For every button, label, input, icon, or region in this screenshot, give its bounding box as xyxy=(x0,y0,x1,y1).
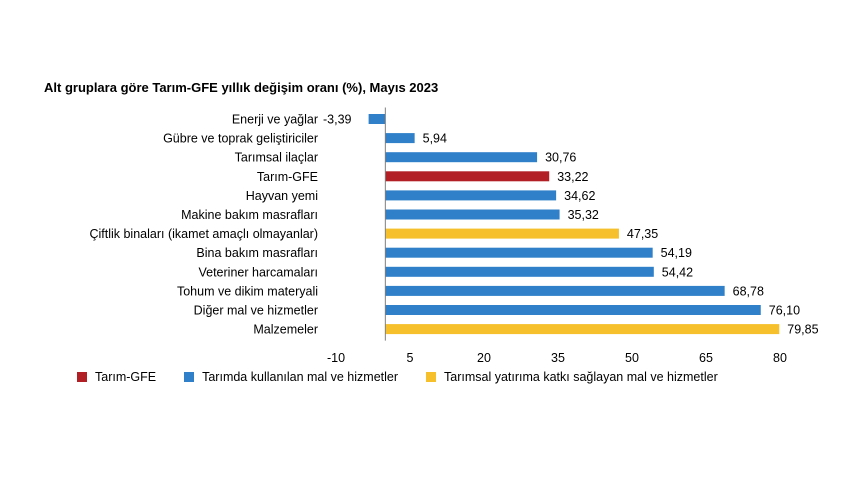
legend-swatch xyxy=(77,372,87,382)
category-label: Enerji ve yağlar xyxy=(232,113,318,127)
value-label: 54,42 xyxy=(662,265,693,279)
bar xyxy=(385,247,653,258)
legend-label: Tarımsal yatırıma katkı sağlayan mal ve … xyxy=(444,370,718,384)
chart-title: Alt gruplara göre Tarım-GFE yıllık değiş… xyxy=(44,80,439,95)
value-label: 5,94 xyxy=(423,132,447,146)
bar xyxy=(385,285,725,296)
category-label: Hayvan yemi xyxy=(246,189,318,203)
category-label: Malzemeler xyxy=(253,323,318,337)
legend-swatch xyxy=(184,372,195,382)
legend-item: Tarım-GFE xyxy=(77,370,156,384)
x-tick-label: 20 xyxy=(477,351,491,365)
x-tick-label: 5 xyxy=(407,351,414,365)
value-label: 30,76 xyxy=(545,151,576,165)
x-tick-label: -10 xyxy=(327,351,345,365)
legend-item: Tarımsal yatırıma katkı sağlayan mal ve … xyxy=(426,370,718,384)
category-label: Bina bakım masrafları xyxy=(196,246,318,260)
category-label: Gübre ve toprak geliştiriciler xyxy=(163,132,318,146)
bar xyxy=(385,266,654,277)
legend-swatch xyxy=(426,372,437,382)
bars-group xyxy=(368,114,780,335)
value-label: 79,85 xyxy=(787,323,818,337)
category-label: Çiftlik binaları (ikamet amaçlı olmayanl… xyxy=(89,227,318,241)
bar xyxy=(385,190,557,201)
category-label: Veteriner harcamaları xyxy=(198,265,318,279)
value-label: 34,62 xyxy=(564,189,595,203)
bar xyxy=(368,114,386,124)
legend-label: Tarımda kullanılan mal ve hizmetler xyxy=(202,370,399,384)
x-tick-label: 65 xyxy=(699,351,713,365)
category-label: Tohum ve dikim materyali xyxy=(177,284,318,298)
value-label: 54,19 xyxy=(661,246,692,260)
category-label: Tarım-GFE xyxy=(257,170,318,184)
value-label: 33,22 xyxy=(557,170,588,184)
bar xyxy=(385,228,619,239)
x-tick-label: 80 xyxy=(773,351,787,365)
legend-label: Tarım-GFE xyxy=(95,370,157,384)
bar xyxy=(385,171,550,182)
bar xyxy=(385,209,560,220)
value-label: 68,78 xyxy=(733,284,764,298)
bar xyxy=(385,133,415,144)
x-tick-label: 50 xyxy=(625,351,639,365)
legend-item: Tarımda kullanılan mal ve hizmetler xyxy=(184,370,398,384)
bar xyxy=(385,324,780,335)
category-labels: Enerji ve yağlar Gübre ve toprak geliştir… xyxy=(89,113,318,337)
x-tick-label: 35 xyxy=(551,351,565,365)
value-label: 47,35 xyxy=(627,227,658,241)
category-label: Tarımsal ilaçlar xyxy=(235,151,318,165)
category-label: Makine bakım masrafları xyxy=(181,208,318,222)
value-label: 35,32 xyxy=(568,208,599,222)
value-label: 76,10 xyxy=(769,304,800,318)
value-label: -3,39 xyxy=(323,113,352,127)
category-label: Diğer mal ve hizmetler xyxy=(194,304,318,318)
legend: Tarım-GFE Tarımda kullanılan mal ve hizme… xyxy=(77,370,746,384)
bar xyxy=(385,305,761,315)
bar xyxy=(385,152,538,163)
x-axis: -10 5 20 35 50 65 80 xyxy=(327,107,787,365)
